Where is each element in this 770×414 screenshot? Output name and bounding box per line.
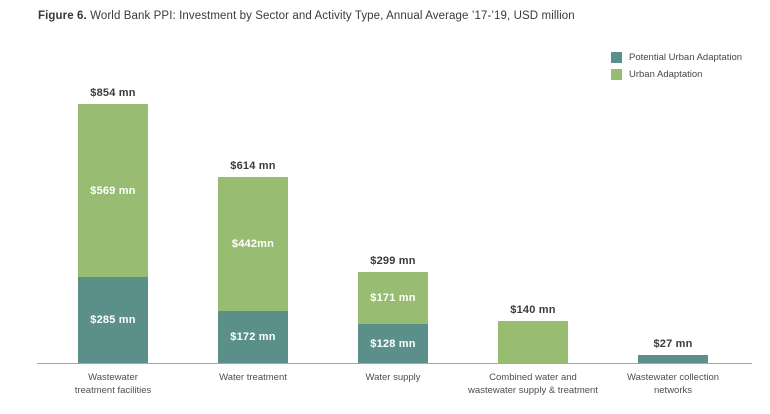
bar-segment-urban-adaptation: $442mn — [218, 177, 288, 311]
bar-segment-potential-urban-adaptation: $285 mn — [78, 277, 148, 363]
x-axis-line — [37, 363, 752, 364]
bar-total-label: $299 mn — [370, 255, 416, 267]
bar-wastewater-treatment-facilities: $569 mn $285 mn — [78, 104, 148, 363]
legend-item-potential-urban-adaptation: Potential Urban Adaptation — [611, 51, 742, 63]
bar-total-label: $854 mn — [90, 87, 136, 99]
bar-water-supply: $171 mn $128 mn — [358, 272, 428, 363]
figure-title-prefix: Figure 6. — [38, 10, 87, 22]
bar-segment-potential-urban-adaptation — [638, 355, 708, 363]
segment-value-label: $172 mn — [230, 331, 276, 343]
bar-segment-potential-urban-adaptation: $128 mn — [358, 324, 428, 363]
category-label-wastewater-collection-networks: Wastewater collection networks — [626, 372, 720, 396]
segment-value-label: $569 mn — [90, 184, 136, 197]
legend-color-swatch — [611, 68, 622, 80]
bar-combined-water-and-wastewater-supply-treatment — [498, 321, 568, 363]
bar-water-treatment: $442mn $172 mn — [218, 177, 288, 363]
bar-total-label: $614 mn — [230, 160, 276, 172]
bar-segment-urban-adaptation — [498, 321, 568, 363]
bar-wastewater-collection-networks — [638, 355, 708, 363]
segment-value-label: $442mn — [231, 238, 275, 250]
segment-value-label: $128 mn — [370, 337, 416, 350]
figure-title: Figure 6. World Bank PPI: Investment by … — [38, 10, 575, 22]
category-label-wastewater-treatment-facilities: Wastewater treatment facilities — [74, 372, 152, 396]
category-label-water-supply: Water supply — [365, 372, 421, 383]
bar-segment-potential-urban-adaptation: $172 mn — [218, 311, 288, 363]
bar-segment-urban-adaptation: $171 mn — [358, 272, 428, 324]
figure-title-text: World Bank PPI: Investment by Sector and… — [86, 10, 575, 22]
bar-segment-urban-adaptation: $569 mn — [78, 104, 148, 277]
segment-value-label: $285 mn — [90, 314, 136, 326]
legend-item-urban-adaptation: Urban Adaptation — [611, 68, 742, 80]
bar-total-label: $27 mn — [653, 338, 693, 350]
chart-legend: Potential Urban Adaptation Urban Adaptati… — [611, 51, 742, 85]
segment-value-label: $171 mn — [370, 292, 416, 304]
legend-color-swatch — [611, 51, 622, 63]
bar-total-label: $140 mn — [510, 304, 556, 316]
category-label-water-treatment: Water treatment — [219, 372, 287, 383]
legend-label: Potential Urban Adaptation — [629, 51, 743, 63]
legend-label: Urban Adaptation — [629, 68, 703, 80]
category-label-combined-water-and-wastewater-supply-treatment: Combined water and wastewater supply & tr… — [468, 372, 598, 396]
